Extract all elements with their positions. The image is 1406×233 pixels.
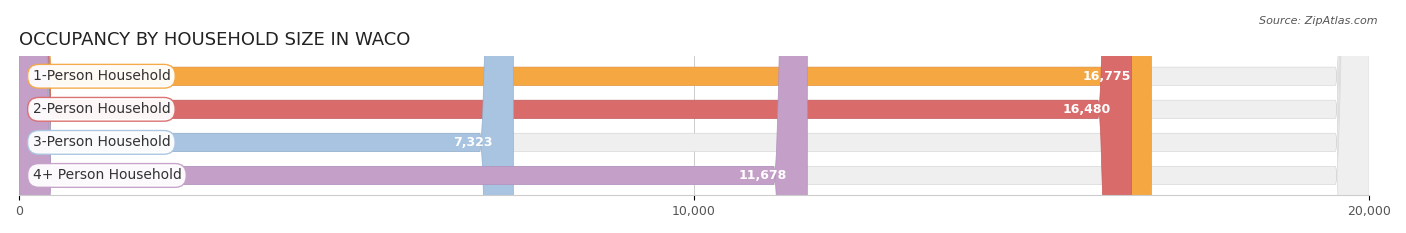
FancyBboxPatch shape xyxy=(20,0,1369,233)
Text: 1-Person Household: 1-Person Household xyxy=(32,69,170,83)
FancyBboxPatch shape xyxy=(20,0,1152,233)
FancyBboxPatch shape xyxy=(20,0,1132,233)
Text: 7,323: 7,323 xyxy=(454,136,494,149)
FancyBboxPatch shape xyxy=(20,0,1369,233)
Text: 3-Person Household: 3-Person Household xyxy=(32,135,170,149)
FancyBboxPatch shape xyxy=(20,0,1369,233)
Text: Source: ZipAtlas.com: Source: ZipAtlas.com xyxy=(1260,16,1378,26)
Text: 16,480: 16,480 xyxy=(1063,103,1111,116)
FancyBboxPatch shape xyxy=(20,0,807,233)
Text: 4+ Person Household: 4+ Person Household xyxy=(32,168,181,182)
Text: 16,775: 16,775 xyxy=(1083,70,1130,83)
Text: OCCUPANCY BY HOUSEHOLD SIZE IN WACO: OCCUPANCY BY HOUSEHOLD SIZE IN WACO xyxy=(20,31,411,49)
FancyBboxPatch shape xyxy=(20,0,513,233)
Text: 2-Person Household: 2-Person Household xyxy=(32,102,170,116)
FancyBboxPatch shape xyxy=(20,0,1369,233)
Text: 11,678: 11,678 xyxy=(738,169,787,182)
